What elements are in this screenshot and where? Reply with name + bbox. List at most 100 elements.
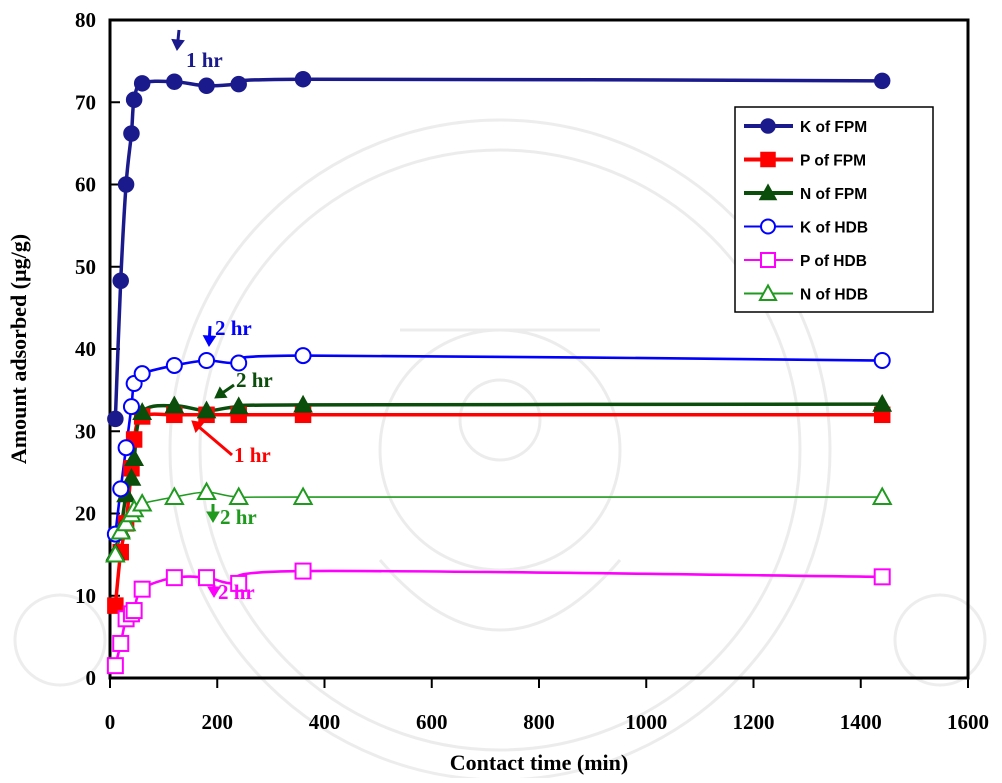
legend-marker [758, 183, 778, 201]
data-point [106, 657, 124, 675]
data-point [122, 398, 140, 416]
data-point [196, 481, 217, 501]
y-tick-label: 80 [75, 8, 96, 32]
legend-label: K of FPM [800, 119, 867, 136]
y-tick-label: 40 [75, 337, 96, 361]
data-point [293, 394, 313, 413]
y-tick-label: 70 [75, 90, 96, 114]
data-point [121, 467, 142, 486]
x-tick-label: 800 [523, 710, 555, 734]
data-point [125, 91, 143, 109]
legend-marker [760, 151, 776, 168]
series-line [113, 402, 883, 554]
x-axis-label: Contact time (min) [450, 750, 628, 775]
data-point [117, 176, 135, 193]
data-point [873, 72, 891, 90]
data-point [873, 568, 891, 586]
legend-label: P of HDB [800, 253, 867, 270]
legend-label: P of FPM [800, 153, 866, 170]
data-point [165, 569, 183, 587]
annotation-arrowhead [207, 586, 221, 598]
annotation-arrow [222, 383, 235, 394]
y-tick-label: 30 [75, 419, 96, 443]
x-tick-label: 1200 [733, 710, 775, 734]
data-point [294, 70, 312, 88]
data-point [166, 73, 183, 90]
data-point [198, 569, 216, 587]
data-point [112, 272, 129, 289]
x-tick-label: 400 [309, 710, 341, 734]
data-point [107, 410, 124, 428]
data-point [164, 395, 185, 414]
annotation-arrow [176, 29, 181, 41]
y-tick-label: 0 [86, 666, 97, 690]
data-point [112, 480, 130, 498]
data-point [230, 354, 248, 372]
data-point [125, 602, 143, 620]
data-point [230, 75, 247, 93]
data-point [107, 597, 124, 614]
data-point [164, 486, 185, 505]
annotation-label: 2 hr [220, 505, 257, 529]
data-point [123, 125, 140, 142]
annotation-arrowhead [206, 511, 220, 523]
annotation-label: 2 hr [236, 368, 273, 392]
legend-marker [758, 283, 778, 301]
x-tick-label: 1000 [625, 710, 667, 734]
data-point [228, 486, 250, 505]
data-point [292, 486, 314, 505]
annotation-label: 1 hr [234, 443, 271, 467]
data-point [112, 634, 130, 652]
data-point [294, 562, 312, 580]
data-point [124, 448, 145, 467]
data-point [133, 365, 151, 383]
data-point [228, 396, 249, 415]
data-point [133, 75, 151, 92]
annotation-label: 2 hr [218, 580, 255, 604]
data-point [165, 356, 183, 374]
legend-marker [760, 218, 776, 235]
series-markers [105, 70, 893, 675]
y-axis-label: Amount adsorbed (µg/g) [6, 234, 31, 464]
data-point [872, 393, 893, 412]
legend-box [734, 106, 934, 313]
data-point [294, 347, 312, 365]
legend-label: K of HDB [800, 220, 868, 237]
legend-marker [760, 252, 776, 268]
legend-marker [760, 118, 776, 134]
data-point [133, 580, 151, 598]
x-tick-label: 1600 [947, 710, 989, 734]
annotation-arrowhead [214, 386, 228, 399]
y-tick-label: 20 [75, 502, 96, 526]
x-tick-label: 1400 [840, 710, 882, 734]
annotation-label: 1 hr [186, 48, 223, 72]
data-point [871, 486, 893, 505]
data-point [131, 492, 153, 512]
annotations: 1 hr 2 hr 2 hr 1 hr 2 hr 2 hr [171, 29, 273, 604]
annotation-arrowhead [171, 38, 185, 51]
data-point [230, 574, 248, 592]
data-point [115, 512, 137, 532]
annotation-arrow [198, 426, 233, 457]
data-point [117, 439, 135, 457]
data-point [198, 352, 216, 370]
data-point [196, 400, 217, 419]
x-tick-label: 200 [202, 710, 234, 734]
annotation-arrowhead [191, 420, 205, 434]
x-axis: 0 200 400 600 800 1000 1200 1400 1600 [105, 678, 989, 734]
annotation-arrowhead [202, 335, 217, 347]
y-axis: 0 10 20 30 40 50 60 70 80 [75, 8, 120, 690]
y-tick-label: 50 [75, 255, 96, 279]
annotation-label: 2 hr [215, 316, 252, 340]
legend: K of FPM P of FPM N of FPM K of HDB P of HDB… [734, 106, 934, 313]
data-point [105, 543, 126, 563]
x-tick-label: 0 [105, 710, 116, 734]
data-point [198, 77, 215, 95]
annotation-arrow [208, 325, 212, 337]
y-tick-label: 60 [75, 173, 96, 197]
data-point [873, 352, 891, 370]
legend-label: N of FPM [800, 186, 867, 203]
x-tick-label: 600 [416, 710, 448, 734]
